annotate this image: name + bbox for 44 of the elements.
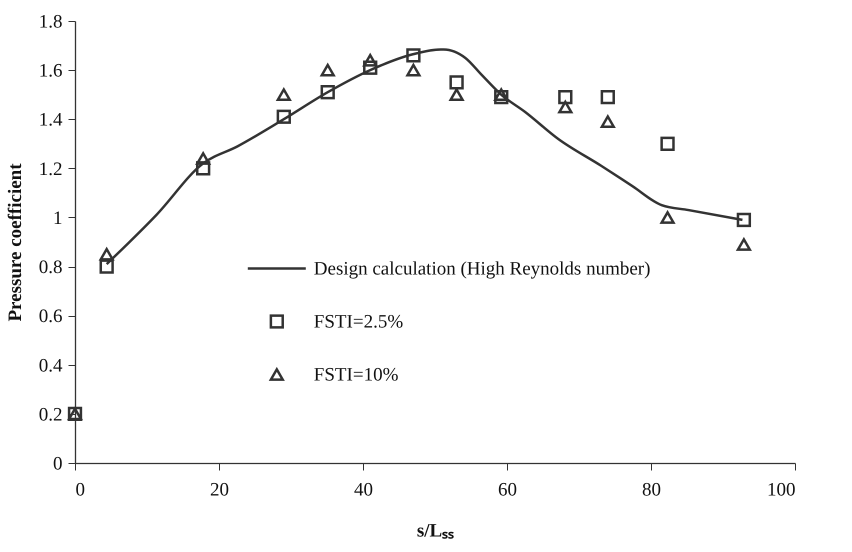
y-tick-label: 0: [53, 454, 62, 474]
x-axis-title: s/Lₛₛ: [416, 520, 454, 542]
point: [363, 60, 378, 75]
y-tick-label: 1.6: [38, 60, 62, 82]
y-tick-label: 1.2: [38, 158, 62, 180]
y-tick-label: 0.2: [38, 404, 62, 426]
legend-label: Design calculation (High Reynolds number): [314, 258, 650, 280]
y-tick-label: 1: [53, 208, 62, 229]
point: [660, 211, 675, 224]
point: [100, 259, 114, 274]
x-tick-label: 100: [767, 480, 796, 500]
y-tick-label: 1.8: [38, 12, 62, 32]
point: [558, 90, 572, 104]
x-tick-label: 80: [642, 480, 661, 500]
point: [600, 90, 615, 104]
point: [406, 64, 421, 76]
point: [196, 152, 210, 165]
point: [736, 212, 752, 228]
point: [363, 54, 378, 67]
point: [320, 85, 335, 100]
point: [196, 161, 210, 176]
point: [406, 48, 421, 63]
y-tick-label: 0.4: [38, 355, 63, 376]
point: [600, 115, 615, 128]
legend-label: FSTI=10%: [314, 364, 399, 386]
point: [276, 88, 291, 102]
point: [449, 75, 464, 90]
point: [494, 90, 508, 104]
y-tick-label: 0.6: [38, 306, 62, 328]
point: [449, 88, 464, 102]
x-tick-label: 60: [498, 480, 517, 500]
y-tick-label: 1.4: [38, 110, 63, 131]
x-tick-label: 40: [354, 480, 373, 500]
point: [320, 64, 335, 76]
y-axis-title: Pressure coefficient: [4, 162, 26, 322]
point: [736, 238, 752, 251]
y-tick-label: 0.8: [38, 257, 62, 278]
point: [660, 136, 675, 151]
point: [276, 110, 291, 124]
x-tick-label: 20: [210, 480, 229, 500]
point: [100, 248, 114, 261]
legend-label: FSTI=2.5%: [314, 312, 404, 333]
point: [558, 100, 572, 114]
x-tick-label: 0: [76, 480, 85, 500]
